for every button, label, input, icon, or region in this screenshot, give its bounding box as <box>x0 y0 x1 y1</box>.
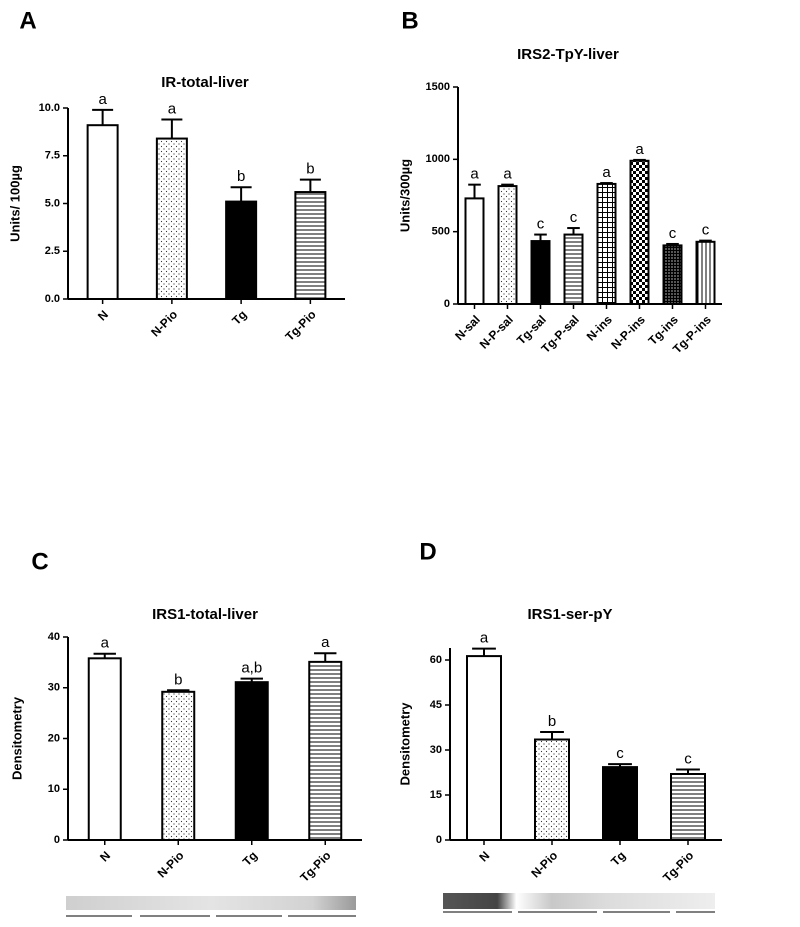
x-tick-label: Tg <box>229 307 249 327</box>
x-tick-label: Tg-Pio <box>297 848 333 884</box>
x-tick-label: Tg <box>608 848 628 868</box>
chart-title: IR-total-liver <box>161 74 249 91</box>
significance-letter: a <box>602 164 611 181</box>
y-axis-label: Densitometry <box>9 696 24 780</box>
panel-label: B <box>401 7 418 34</box>
significance-letter: a <box>101 635 110 652</box>
bar <box>497 185 518 305</box>
bar <box>602 766 638 841</box>
x-tick-label: N-P-ins <box>608 312 648 352</box>
y-tick-label: 30 <box>48 682 60 694</box>
bar <box>534 738 570 841</box>
western-blot <box>66 896 356 910</box>
chart-title: IRS1-ser-pY <box>527 606 612 623</box>
y-tick-label: 0 <box>54 834 60 846</box>
y-tick-label: 40 <box>48 631 60 643</box>
significance-letter: a <box>503 166 512 183</box>
significance-letter: b <box>306 161 314 178</box>
x-tick-label: Tg-Pio <box>660 848 696 884</box>
bar <box>234 681 269 841</box>
y-tick-label: 10 <box>48 783 60 795</box>
significance-letter: a <box>98 91 107 108</box>
bar <box>563 233 584 305</box>
x-tick-label: N-Pio <box>528 848 560 880</box>
x-tick-label: N-P-sal <box>477 312 516 351</box>
y-tick-label: 45 <box>430 699 442 711</box>
x-tick-label: N-sal <box>452 312 483 343</box>
significance-letter: a,b <box>241 660 262 677</box>
chart-title: IRS1-total-liver <box>152 606 258 623</box>
bar <box>87 657 122 841</box>
y-tick-label: 2.5 <box>45 245 60 257</box>
significance-letter: c <box>616 745 624 762</box>
western-blot <box>443 893 715 909</box>
significance-letter: a <box>321 634 330 651</box>
y-tick-label: 20 <box>48 732 60 744</box>
y-axis-label: Units/300µg <box>397 159 412 232</box>
significance-letter: b <box>548 713 556 730</box>
y-axis-label: Densitometry <box>397 702 412 786</box>
bar <box>225 200 258 300</box>
significance-letter: a <box>480 630 489 647</box>
bar <box>466 655 502 841</box>
bar <box>294 191 327 300</box>
bar <box>662 244 683 306</box>
x-tick-label: Tg-Pio <box>282 307 318 343</box>
significance-letter: a <box>470 166 479 183</box>
bar <box>530 240 551 306</box>
bar <box>155 137 188 300</box>
y-tick-label: 1000 <box>426 153 450 165</box>
significance-letter: b <box>237 168 245 185</box>
bar <box>308 660 343 841</box>
y-tick-label: 10.0 <box>39 102 60 114</box>
bar <box>161 690 196 841</box>
y-tick-label: 0.0 <box>45 293 60 305</box>
significance-letter: a <box>168 100 177 117</box>
bar <box>670 773 706 841</box>
significance-letter: a <box>635 141 644 158</box>
significance-letter: c <box>702 222 710 239</box>
y-tick-label: 0 <box>436 834 442 846</box>
y-tick-label: 60 <box>430 654 442 666</box>
x-tick-label: N <box>97 848 113 864</box>
bar <box>596 182 617 305</box>
y-tick-label: 7.5 <box>45 150 60 162</box>
significance-letter: c <box>537 216 545 233</box>
significance-letter: c <box>669 225 677 242</box>
y-tick-label: 30 <box>430 744 442 756</box>
significance-letter: c <box>570 209 578 226</box>
x-tick-label: Tg <box>240 848 260 868</box>
y-axis-label: Units/ 100µg <box>7 165 22 242</box>
y-tick-label: 500 <box>432 226 450 238</box>
y-tick-label: 0 <box>444 298 450 310</box>
x-tick-label: N-Pio <box>148 307 180 339</box>
y-tick-label: 1500 <box>426 81 450 93</box>
bar <box>695 240 716 305</box>
x-tick-label: N-Pio <box>155 848 187 880</box>
panel-label: C <box>31 548 48 575</box>
y-tick-label: 15 <box>430 789 442 801</box>
bar <box>464 197 485 305</box>
panel-label: A <box>19 7 36 34</box>
significance-letter: c <box>684 750 692 767</box>
x-tick-label: N <box>476 848 492 864</box>
panel-label: D <box>419 538 436 565</box>
x-tick-label: N <box>95 307 111 323</box>
bar <box>629 159 650 305</box>
y-tick-label: 5.0 <box>45 197 60 209</box>
bar <box>86 124 119 300</box>
chart-title: IRS2-TpY-liver <box>517 46 619 63</box>
significance-letter: b <box>174 671 182 688</box>
